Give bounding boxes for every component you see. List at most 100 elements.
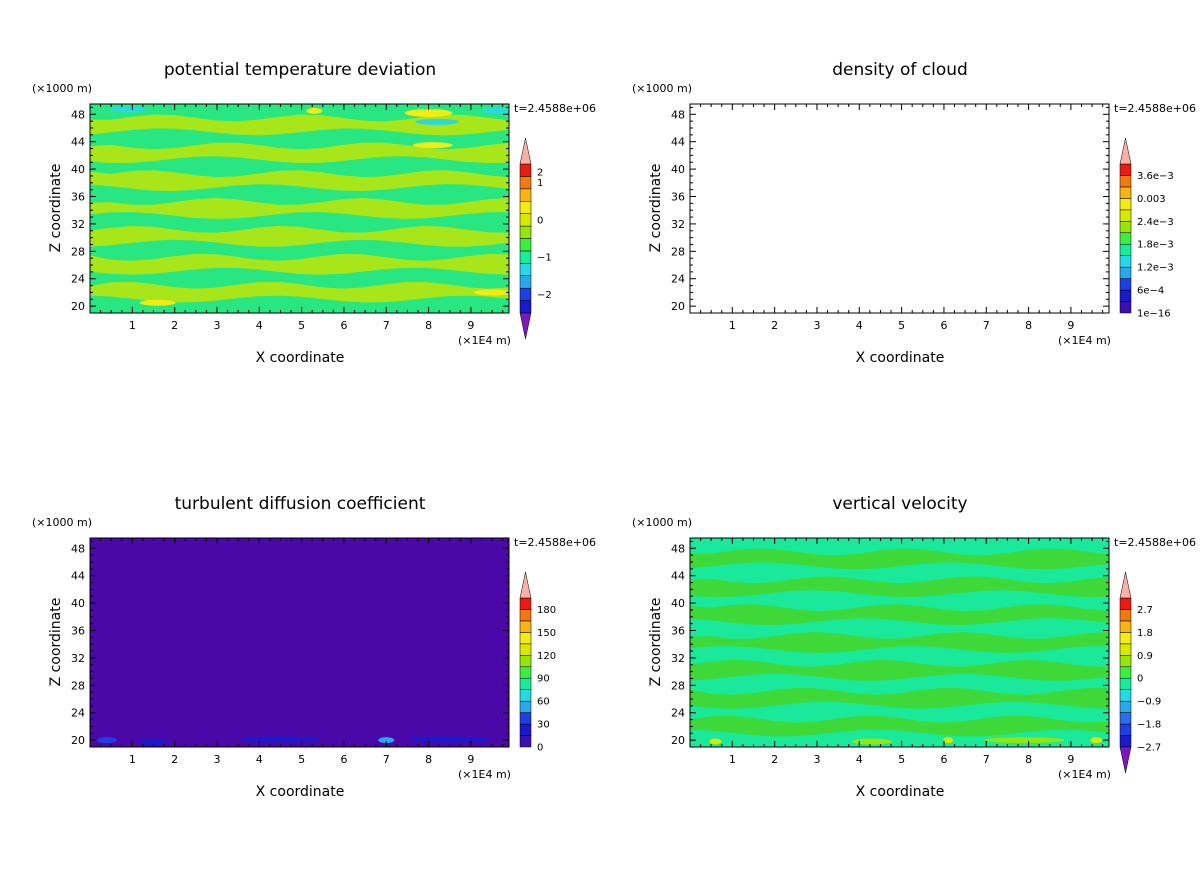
colorbar-swatch: [519, 735, 532, 748]
contour-band: [90, 170, 509, 192]
x-tick-label: 2: [171, 319, 178, 332]
plot-frame: [89, 103, 510, 314]
colorbar-label: 0.9: [1137, 651, 1153, 662]
contour-spot: [378, 737, 395, 744]
colorbar-swatch: [1119, 301, 1132, 314]
colorbar-label: −2.7: [1137, 743, 1161, 754]
colorbar-swatch: [519, 250, 532, 264]
colorbar-swatch: [519, 689, 532, 702]
contour-spot: [96, 737, 117, 744]
contour-band: [690, 632, 1109, 653]
y-tick-label: 28: [671, 679, 685, 692]
colorbar-swatch: [1119, 597, 1132, 610]
x-tick-label: 1: [729, 319, 736, 332]
colorbar-swatch: [519, 712, 532, 725]
colorbar-swatch: [1119, 255, 1132, 268]
colorbar: 0 30 60 90 120 150 180: [519, 571, 556, 754]
x-tick-label: 3: [813, 319, 820, 332]
colorbar-extend-top: [519, 137, 532, 165]
colorbar-swatch: [1119, 689, 1132, 702]
colorbar-label: 1: [537, 178, 543, 189]
colorbar-label: 2.7: [1137, 605, 1153, 616]
x-unit-label: (×1E4 m): [458, 768, 511, 781]
colorbar-swatch: [1119, 266, 1132, 279]
colorbar-swatch: [1119, 175, 1132, 188]
colorbar-swatch: [519, 300, 532, 314]
contour-spot: [139, 299, 176, 306]
x-tick-label: 3: [813, 753, 820, 766]
y-axis-label: Z coordinate: [648, 598, 664, 687]
colorbar-swatch: [1119, 632, 1132, 645]
colorbar-swatch: [519, 188, 532, 202]
colorbar-extend-top: [1119, 571, 1132, 599]
colorbar-swatch: [519, 677, 532, 690]
y-axis-label: Z coordinate: [48, 164, 64, 253]
colorbar-swatch: [1119, 643, 1132, 656]
colorbar-swatch: [519, 666, 532, 679]
chart-title: vertical velocity: [832, 494, 967, 514]
colorbar-label: 2.4e−3: [1137, 217, 1174, 228]
colorbar-swatch: [519, 263, 532, 277]
contour-spot: [240, 736, 321, 743]
contour-band: [690, 548, 1109, 570]
colorbar-swatch: [1119, 700, 1132, 713]
colorbar-swatch: [1119, 609, 1132, 622]
colorbar-label: 0: [537, 743, 543, 754]
contour-spot: [943, 737, 954, 744]
time-label: t=2.4588e+06: [514, 102, 596, 115]
plot-frame: [89, 537, 510, 748]
colorbar-label: 0: [537, 215, 543, 226]
colorbar-swatch: [519, 620, 532, 633]
y-tick-label: 40: [71, 163, 85, 176]
x-tick-label: 8: [1025, 753, 1032, 766]
x-axis-label: X coordinate: [256, 784, 345, 800]
y-tick-label: 32: [71, 218, 85, 231]
y-tick-label: 44: [71, 570, 85, 583]
contour-spot: [851, 738, 892, 745]
x-tick-label: 2: [771, 753, 778, 766]
x-unit-label: (×1E4 m): [458, 334, 511, 347]
contour-band: [90, 198, 509, 219]
contour-spot: [1090, 737, 1103, 744]
y-tick-label: 24: [671, 707, 685, 720]
time-label: t=2.4588e+06: [1114, 102, 1196, 115]
x-tick-label: 9: [467, 753, 474, 766]
x-tick-label: 9: [1067, 753, 1074, 766]
time-label: t=2.4588e+06: [1114, 536, 1196, 549]
colorbar-swatch: [1119, 289, 1132, 302]
y-tick-label: 20: [671, 734, 685, 747]
colorbar-swatch: [519, 213, 532, 227]
contour-band: [90, 225, 509, 247]
x-axis-label: X coordinate: [256, 350, 345, 366]
colorbar-label: 1e−16: [1137, 309, 1171, 320]
colorbar-swatch: [1119, 232, 1132, 245]
colorbar-label: 1.2e−3: [1137, 263, 1174, 274]
colorbar-label: 1.8: [1137, 628, 1153, 639]
x-tick-label: 1: [729, 753, 736, 766]
x-axis-label: X coordinate: [856, 784, 945, 800]
chart-title: turbulent diffusion coefficient: [175, 494, 426, 514]
colorbar-label: 6e−4: [1137, 286, 1164, 297]
y-tick-label: 48: [671, 542, 685, 555]
y-unit-label: (×1000 m): [32, 82, 92, 95]
colorbar-label: 180: [537, 605, 556, 616]
colorbar-label: 30: [537, 720, 550, 731]
x-tick-label: 7: [983, 753, 990, 766]
y-tick-label: 44: [671, 136, 685, 149]
x-tick-label: 7: [383, 319, 390, 332]
contour-spot: [415, 118, 460, 125]
colorbar-swatch: [1119, 209, 1132, 222]
colorbar-label: −0.9: [1137, 697, 1161, 708]
y-tick-label: 32: [671, 652, 685, 665]
contour-spot: [110, 106, 147, 113]
colorbar-extend-top: [519, 571, 532, 599]
y-tick-label: 48: [671, 108, 685, 121]
panel-vertical-velocity: vertical velocity (×1000 m) t=2.4588e+06…: [632, 494, 1196, 800]
x-tick-label: 5: [898, 753, 905, 766]
plot-frame: [689, 103, 1110, 314]
panel-potential-temperature: potential temperature deviation (×1000 m…: [32, 60, 596, 366]
colorbar-swatch: [519, 275, 532, 289]
axis-ticks: 1 2 3 4 5 6 7 8 9 20 24 28 32 36 40 44 48: [71, 538, 509, 766]
y-tick-label: 24: [71, 707, 85, 720]
colorbar-extend-top: [1119, 137, 1132, 165]
